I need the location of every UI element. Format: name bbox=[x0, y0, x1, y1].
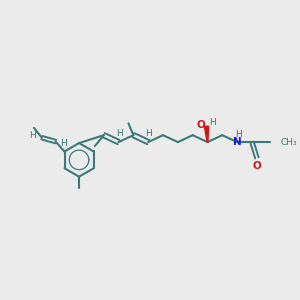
Text: H: H bbox=[235, 130, 242, 139]
Text: H: H bbox=[209, 118, 216, 127]
Text: H: H bbox=[145, 129, 152, 138]
Text: O: O bbox=[253, 161, 261, 171]
Text: N: N bbox=[233, 137, 242, 147]
Polygon shape bbox=[204, 126, 209, 142]
Text: H: H bbox=[116, 129, 123, 138]
Text: H: H bbox=[29, 131, 36, 140]
Text: H: H bbox=[60, 139, 67, 148]
Text: CH₃: CH₃ bbox=[280, 138, 297, 147]
Text: O: O bbox=[196, 120, 205, 130]
